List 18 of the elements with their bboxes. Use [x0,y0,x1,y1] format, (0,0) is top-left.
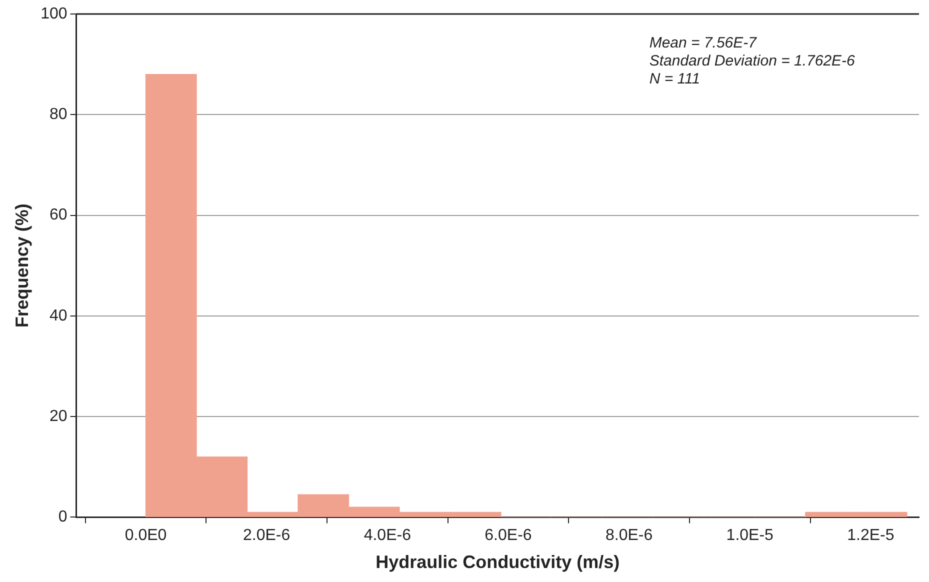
x-axis-title: Hydraulic Conductivity (m/s) [376,552,620,572]
y-tick-label: 20 [50,408,68,425]
x-tick-label: 6.0E-6 [484,527,532,544]
annotation: Standard Deviation = 1.762E-6 [649,52,856,70]
x-tick-label: 8.0E-6 [605,527,653,544]
annotation: Mean = 7.56E-7 [649,34,758,52]
y-tick-label: 100 [40,5,68,22]
x-tick-label: 2.0E-6 [243,527,290,544]
y-axis-title: Frequency (%) [12,204,32,328]
y-tick-label: 60 [50,206,68,224]
x-tick-label: 1.2E-5 [847,527,894,544]
y-tick-label: 80 [50,106,68,124]
x-tick-label: 4.0E-6 [364,527,412,544]
y-tick-label: 0 [58,508,68,526]
annotation: N = 111 [649,70,700,88]
x-tick-label: 0.0E0 [124,527,167,544]
y-tick-label: 40 [50,307,68,324]
x-tick-label: 1.0E-5 [726,527,774,544]
